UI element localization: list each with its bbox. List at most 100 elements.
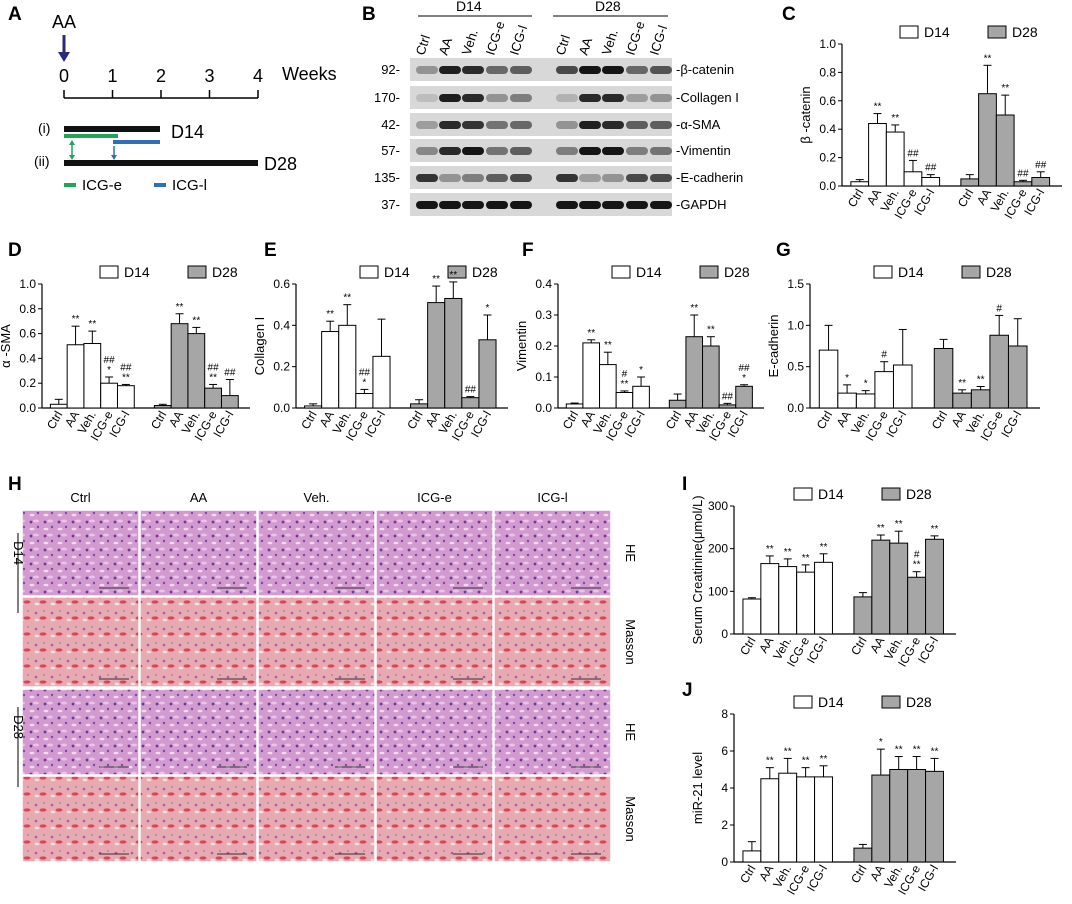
bar — [1031, 176, 1051, 187]
bar — [599, 364, 617, 409]
y-tick-label: 0.2 — [819, 151, 836, 165]
y-tick-label: 1.0 — [819, 37, 836, 51]
stain-type-label: Masson — [623, 796, 638, 842]
y-tick-label: 0.6 — [19, 327, 36, 341]
bar — [970, 389, 991, 409]
significance-mark: ** — [690, 303, 698, 314]
blot-rows: 92- -β-catenin 170- -Collagen I 42- -α-SMA 57-… — [374, 58, 743, 216]
blot-band — [510, 94, 532, 102]
y-tick-label: 0.3 — [535, 308, 552, 322]
y-tick-label: 0.0 — [273, 401, 290, 415]
blot-band — [462, 147, 484, 155]
blot-band — [416, 174, 438, 182]
x-tick-label: Ctrl — [298, 409, 319, 432]
blot-protein-label: -Collagen I — [676, 90, 739, 105]
legend-swatch — [899, 25, 919, 39]
y-tick-label: 2 — [721, 818, 728, 832]
significance-mark: * — [845, 373, 849, 384]
bar — [187, 333, 206, 409]
legend-label: D28 — [724, 264, 750, 280]
panel-letter-c: C — [782, 4, 796, 25]
he-stain-image — [493, 509, 612, 597]
panel-b-western-blot: D14 D28 Ctrl AA Veh. ICG-e ICG-l Ctrl AA Veh. IC… — [374, 0, 743, 216]
blot-lane-label: Ctrl — [553, 33, 574, 57]
y-tick-label: 0.2 — [19, 376, 36, 390]
bar — [760, 778, 780, 863]
blot-protein-label: -α-SMA — [676, 117, 721, 132]
significance-mark: # — [996, 303, 1002, 314]
bar — [1007, 345, 1028, 409]
significance-mark: * — [639, 365, 643, 376]
bar — [478, 339, 497, 409]
significance-mark: ** — [984, 53, 992, 64]
blot-protein-label: -β-catenin — [676, 62, 734, 77]
bar — [818, 349, 839, 409]
blot-strip — [410, 139, 672, 162]
bar — [855, 393, 876, 409]
x-tick-label: ICG-l — [883, 409, 909, 440]
blot-strip — [410, 58, 672, 81]
significance-mark: ## — [465, 385, 477, 396]
d14-bar — [64, 126, 160, 132]
bar — [702, 345, 720, 409]
legend-label: D28 — [906, 694, 932, 710]
significance-mark: * — [362, 377, 366, 388]
y-tick-label: 0.4 — [819, 122, 836, 136]
icg-e-legend-label: ICG-e — [82, 177, 122, 194]
x-tick-label: AA — [578, 409, 598, 430]
blot-row: 135- -E-cadherin — [374, 166, 743, 189]
blot-marker-kda: 37- — [381, 197, 400, 212]
week-tick-label: 0 — [59, 66, 69, 86]
bar — [778, 772, 798, 863]
blot-marker-kda: 42- — [381, 117, 400, 132]
bar — [952, 392, 972, 409]
blot-marker-kda: 135- — [374, 170, 400, 185]
blot-band — [416, 201, 438, 209]
blot-band — [602, 66, 624, 74]
he-stain-image — [375, 688, 494, 776]
legend-label: D14 — [636, 264, 662, 280]
bar — [735, 385, 753, 409]
significance-mark: ** — [192, 315, 200, 326]
blot-band — [439, 174, 461, 182]
significance-mark: ** — [874, 102, 882, 113]
x-tick-label: ICG-l — [998, 409, 1024, 440]
significance-mark: ## — [120, 362, 132, 373]
blot-band — [510, 201, 532, 209]
histology-column-label: ICG-e — [417, 490, 452, 505]
icg-l-bar-d14 — [113, 140, 160, 144]
x-tick-label: AA — [681, 409, 701, 430]
legend-label: D28 — [212, 264, 238, 280]
blot-band — [416, 94, 438, 102]
blot-strip — [410, 166, 672, 189]
blot-band — [650, 174, 672, 182]
blot-band — [486, 147, 508, 155]
blot-marker-kda: 170- — [374, 90, 400, 105]
icg-e-bar-d14 — [64, 134, 118, 138]
histology-column-label: AA — [190, 490, 208, 505]
blot-band — [416, 66, 438, 74]
blot-protein-label: -GAPDH — [676, 197, 727, 212]
bar — [685, 336, 704, 409]
legend-swatch — [793, 487, 813, 501]
y-axis-label: E-cadherin — [766, 315, 781, 378]
x-tick-label: Ctrl — [955, 187, 976, 210]
blot-band — [579, 147, 601, 155]
blot-band — [462, 201, 484, 209]
week-tick-label: 4 — [253, 66, 263, 86]
d14-row-label: D14 — [171, 122, 204, 142]
significance-mark: ** — [604, 340, 612, 351]
blot-band — [556, 174, 578, 182]
blot-row: 37- -GAPDH — [381, 193, 727, 216]
panel-letter-g: G — [776, 240, 791, 261]
significance-mark: * — [742, 373, 746, 384]
masson-stain-image — [139, 596, 258, 688]
x-tick-label: AA — [166, 409, 186, 430]
blot-band — [626, 174, 648, 182]
blot-band — [650, 121, 672, 129]
blot-lane-label: Ctrl — [413, 33, 434, 57]
stain-type-label: HE — [623, 544, 638, 562]
bar — [871, 539, 891, 635]
y-tick-label: 0 — [721, 855, 728, 869]
